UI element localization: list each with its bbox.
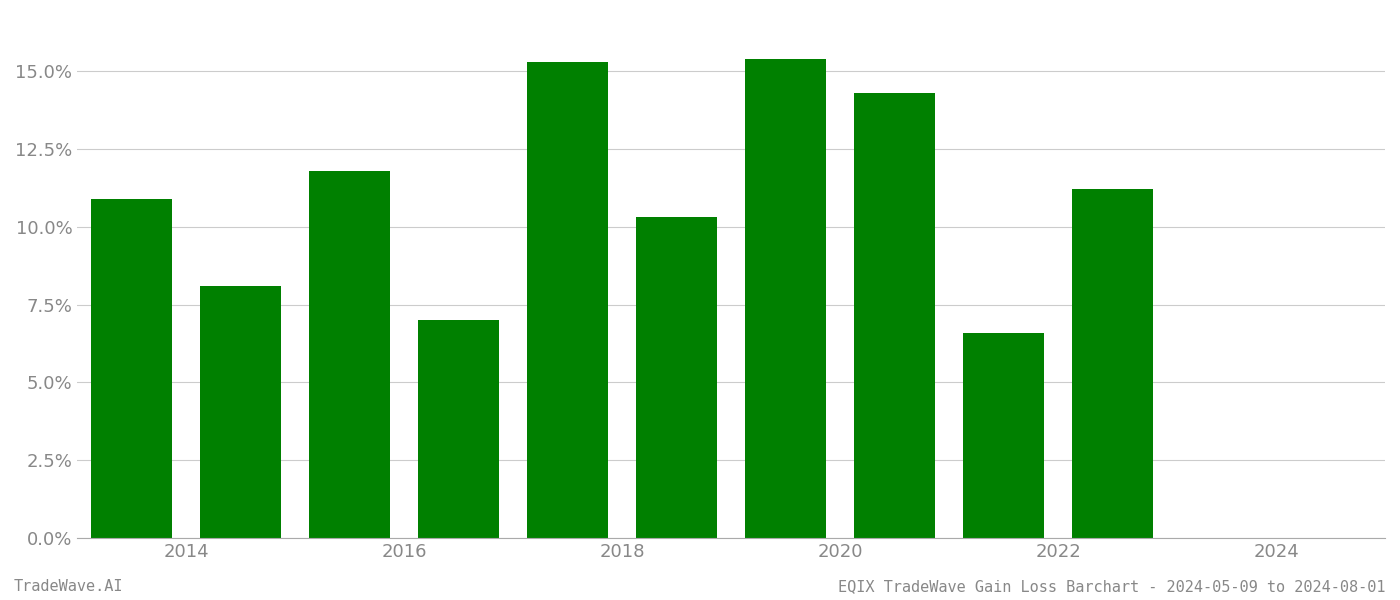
Text: TradeWave.AI: TradeWave.AI	[14, 579, 123, 594]
Bar	[636, 217, 717, 538]
Bar	[854, 93, 935, 538]
Bar	[200, 286, 281, 538]
Bar	[745, 59, 826, 538]
Bar	[526, 62, 609, 538]
Bar	[1071, 190, 1154, 538]
Bar	[309, 170, 391, 538]
Bar	[417, 320, 500, 538]
Bar	[91, 199, 172, 538]
Bar	[963, 332, 1044, 538]
Text: EQIX TradeWave Gain Loss Barchart - 2024-05-09 to 2024-08-01: EQIX TradeWave Gain Loss Barchart - 2024…	[839, 579, 1386, 594]
